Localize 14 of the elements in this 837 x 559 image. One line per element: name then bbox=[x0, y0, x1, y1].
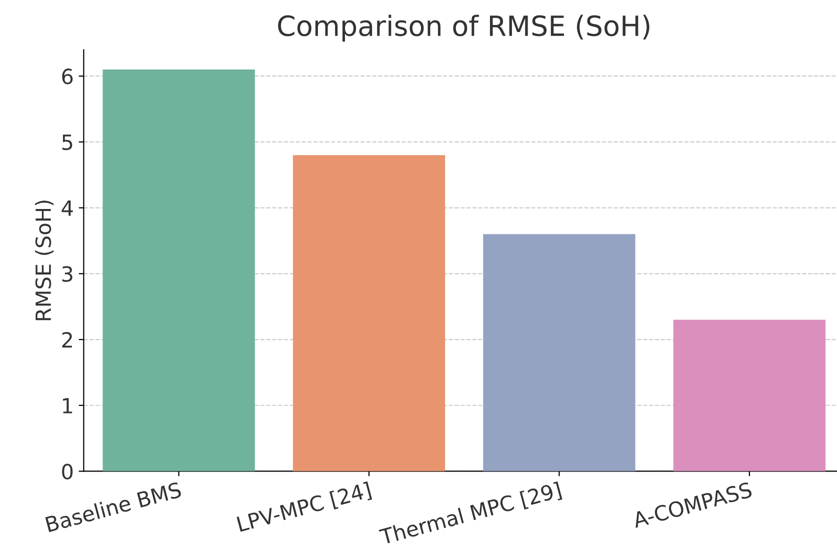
y-tick-label: 1 bbox=[63, 398, 72, 414]
x-tick-label: Baseline BMS bbox=[45, 481, 182, 532]
bar bbox=[673, 320, 826, 472]
y-tick-label: 4 bbox=[62, 200, 73, 216]
bar bbox=[102, 70, 255, 472]
y-tick-label: 0 bbox=[62, 464, 73, 480]
y-tick-label: 5 bbox=[62, 134, 72, 150]
chart-title: Comparison of RMSE (SoH) bbox=[278, 14, 650, 42]
y-axis-title: RMSE (SoH) bbox=[35, 200, 54, 320]
bar bbox=[483, 234, 636, 472]
y-tick-label: 2 bbox=[62, 332, 72, 348]
bar bbox=[292, 155, 446, 472]
y-tick-label: 6 bbox=[62, 68, 73, 84]
y-tick-label: 3 bbox=[62, 266, 72, 282]
